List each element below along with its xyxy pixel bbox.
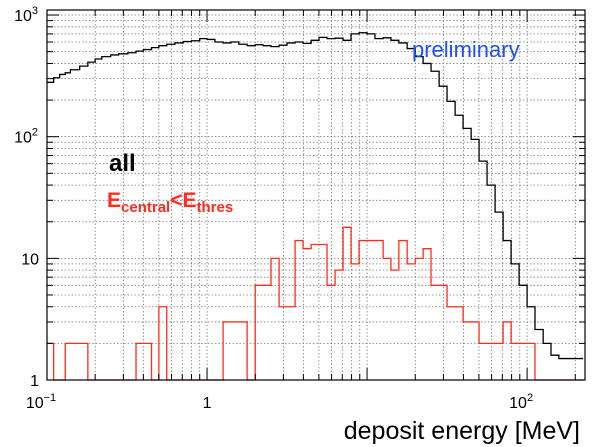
x-tick-label: 102 bbox=[509, 392, 533, 412]
axis-ticks bbox=[46, 10, 585, 381]
annotation-selection: Ecentral<Ethres bbox=[107, 189, 233, 216]
histogram-all bbox=[47, 32, 584, 360]
annotation-all: all bbox=[109, 150, 136, 177]
y-tick-label: 1 bbox=[30, 373, 39, 390]
anno-sel-mid: <E bbox=[170, 189, 196, 212]
anno-sel-sub1: central bbox=[121, 199, 170, 216]
y-tick-label: 103 bbox=[14, 5, 38, 25]
annotation-preliminary: preliminary bbox=[412, 37, 520, 62]
x-axis-label: deposit energy [MeV] bbox=[344, 417, 580, 445]
x-tick-label: 10−1 bbox=[26, 392, 56, 412]
y-tick-label: 102 bbox=[14, 127, 38, 147]
histogram-selected bbox=[47, 226, 584, 381]
x-tick-label: 1 bbox=[203, 395, 212, 412]
plot-frame bbox=[46, 9, 586, 381]
series-layer bbox=[47, 32, 584, 381]
anno-sel-sub2: thres bbox=[197, 199, 234, 216]
tick-labels: 10−1 1 102 1 10 102 103 bbox=[14, 5, 533, 412]
y-tick-label: 10 bbox=[21, 251, 39, 268]
anno-sel-main: E bbox=[107, 189, 121, 212]
